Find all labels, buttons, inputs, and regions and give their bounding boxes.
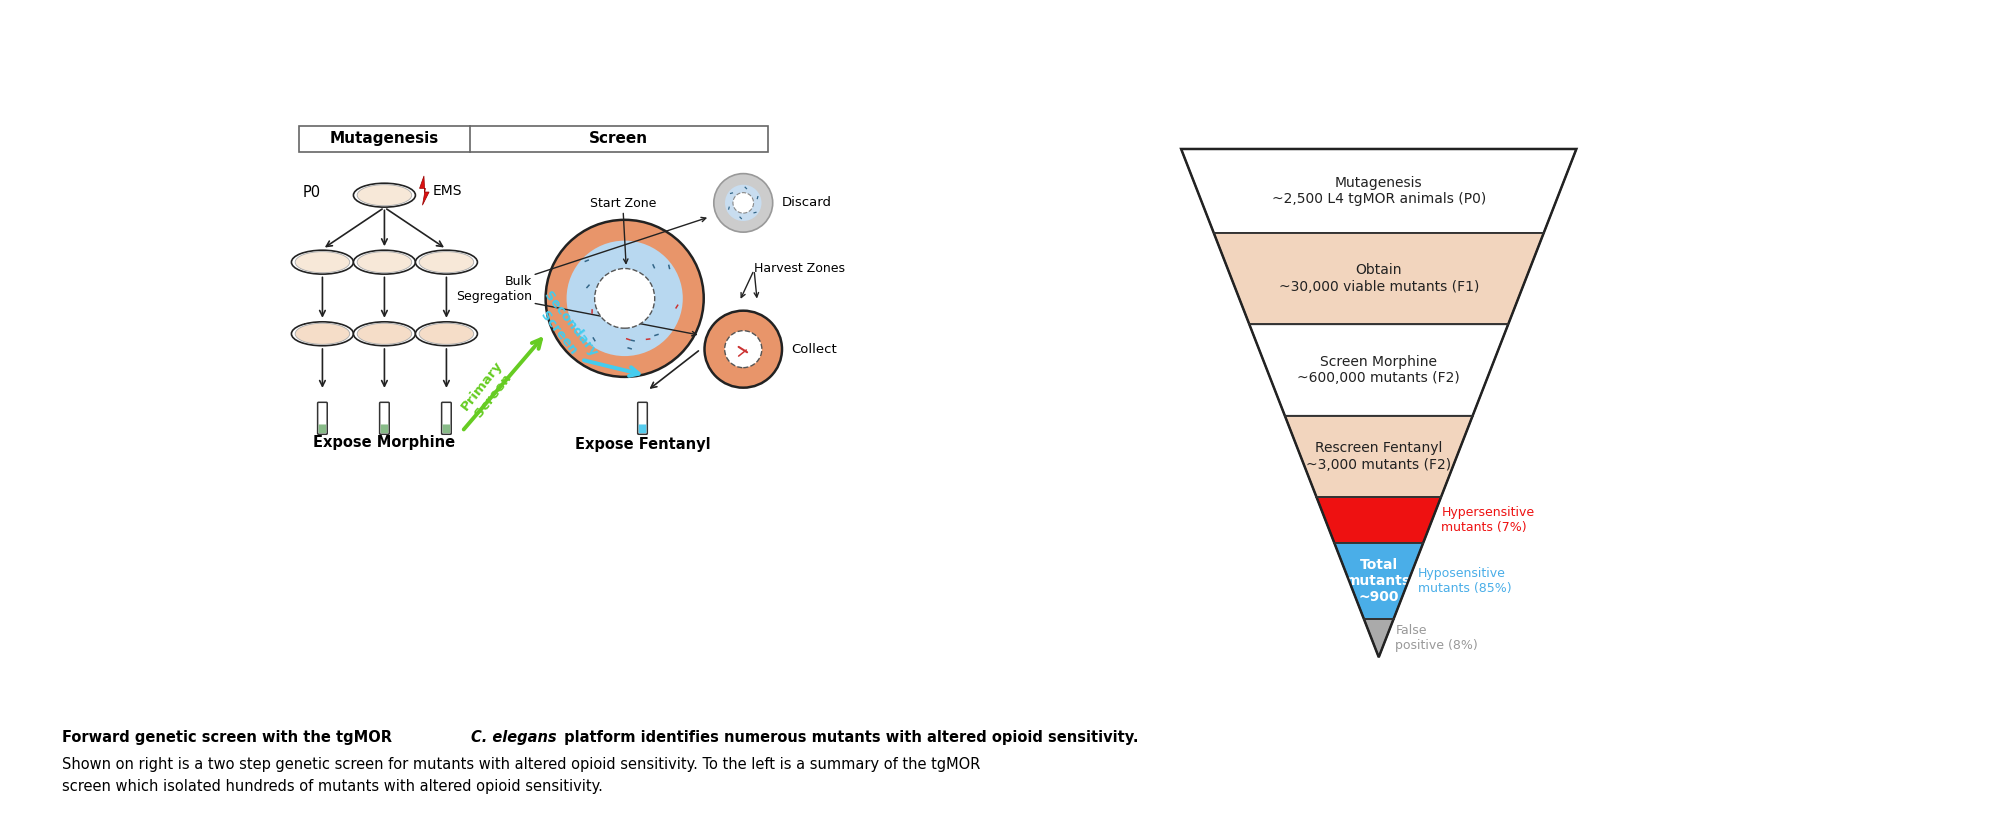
- Text: Shown on right is a two step genetic screen for mutants with altered opioid sens: Shown on right is a two step genetic scr…: [62, 757, 980, 772]
- Ellipse shape: [416, 321, 478, 346]
- Text: Forward genetic screen with the tgMOR: Forward genetic screen with the tgMOR: [62, 730, 398, 744]
- Circle shape: [546, 220, 703, 377]
- Text: Screen Morphine
~600,000 mutants (F2): Screen Morphine ~600,000 mutants (F2): [1298, 355, 1461, 385]
- Text: Mutagenesis: Mutagenesis: [329, 132, 440, 146]
- Text: False
positive (8%): False positive (8%): [1396, 624, 1479, 652]
- Ellipse shape: [420, 323, 474, 344]
- FancyBboxPatch shape: [442, 402, 452, 434]
- Polygon shape: [1334, 543, 1422, 619]
- Text: Collect: Collect: [792, 343, 838, 356]
- Polygon shape: [1364, 619, 1394, 657]
- Ellipse shape: [291, 250, 354, 274]
- Text: EMS: EMS: [432, 183, 462, 198]
- Text: Mutagenesis
~2,500 L4 tgMOR animals (P0): Mutagenesis ~2,500 L4 tgMOR animals (P0): [1272, 176, 1487, 206]
- Ellipse shape: [354, 250, 416, 274]
- FancyBboxPatch shape: [637, 402, 647, 434]
- Circle shape: [705, 311, 782, 388]
- FancyBboxPatch shape: [299, 126, 767, 152]
- Text: Hyposensitive
mutants (85%): Hyposensitive mutants (85%): [1418, 567, 1511, 595]
- Text: Harvest Zones: Harvest Zones: [753, 262, 846, 275]
- Text: F1: F1: [303, 252, 321, 267]
- Text: Total
mutants
~900: Total mutants ~900: [1346, 558, 1410, 605]
- Text: platform identifies numerous mutants with altered opioid sensitivity.: platform identifies numerous mutants wit…: [559, 730, 1139, 744]
- Text: Bulk
Segregation: Bulk Segregation: [456, 275, 532, 303]
- Ellipse shape: [354, 321, 416, 346]
- Text: Start Zone: Start Zone: [591, 197, 657, 209]
- Text: Rescreen Fentanyl
~3,000 mutants (F2): Rescreen Fentanyl ~3,000 mutants (F2): [1306, 442, 1450, 471]
- FancyBboxPatch shape: [442, 425, 450, 434]
- Circle shape: [713, 173, 773, 232]
- Text: Primary
Screen: Primary Screen: [458, 359, 516, 423]
- Ellipse shape: [358, 252, 412, 272]
- Circle shape: [595, 268, 655, 328]
- FancyBboxPatch shape: [319, 425, 325, 434]
- Circle shape: [725, 185, 761, 221]
- FancyBboxPatch shape: [639, 425, 647, 434]
- Polygon shape: [1286, 416, 1473, 497]
- Ellipse shape: [295, 323, 350, 344]
- Circle shape: [725, 330, 761, 367]
- Ellipse shape: [295, 252, 350, 272]
- Polygon shape: [1316, 497, 1440, 543]
- FancyBboxPatch shape: [380, 402, 390, 434]
- Text: Expose Fentanyl: Expose Fentanyl: [575, 437, 711, 452]
- Text: Obtain
~30,000 viable mutants (F1): Obtain ~30,000 viable mutants (F1): [1278, 263, 1479, 294]
- FancyBboxPatch shape: [317, 402, 327, 434]
- Polygon shape: [1213, 233, 1543, 324]
- Ellipse shape: [358, 323, 412, 344]
- Text: C. elegans: C. elegans: [470, 730, 556, 744]
- Polygon shape: [420, 176, 430, 205]
- Ellipse shape: [291, 321, 354, 346]
- Polygon shape: [1250, 324, 1509, 416]
- Circle shape: [733, 193, 753, 213]
- Ellipse shape: [416, 250, 478, 274]
- Ellipse shape: [358, 185, 412, 205]
- Text: Secondary
Screen: Secondary Screen: [530, 289, 601, 368]
- Text: P0: P0: [303, 185, 321, 200]
- Ellipse shape: [354, 183, 416, 207]
- Text: Expose Morphine: Expose Morphine: [313, 435, 456, 451]
- Ellipse shape: [420, 252, 474, 272]
- Circle shape: [567, 240, 683, 356]
- Text: Screen: Screen: [589, 132, 649, 146]
- Text: F2: F2: [303, 323, 321, 338]
- Text: screen which isolated hundreds of mutants with altered opioid sensitivity.: screen which isolated hundreds of mutant…: [62, 779, 603, 793]
- Text: Discard: Discard: [782, 196, 832, 209]
- Polygon shape: [1181, 149, 1577, 233]
- Text: Hypersensitive
mutants (7%): Hypersensitive mutants (7%): [1440, 506, 1535, 534]
- FancyBboxPatch shape: [380, 425, 388, 434]
